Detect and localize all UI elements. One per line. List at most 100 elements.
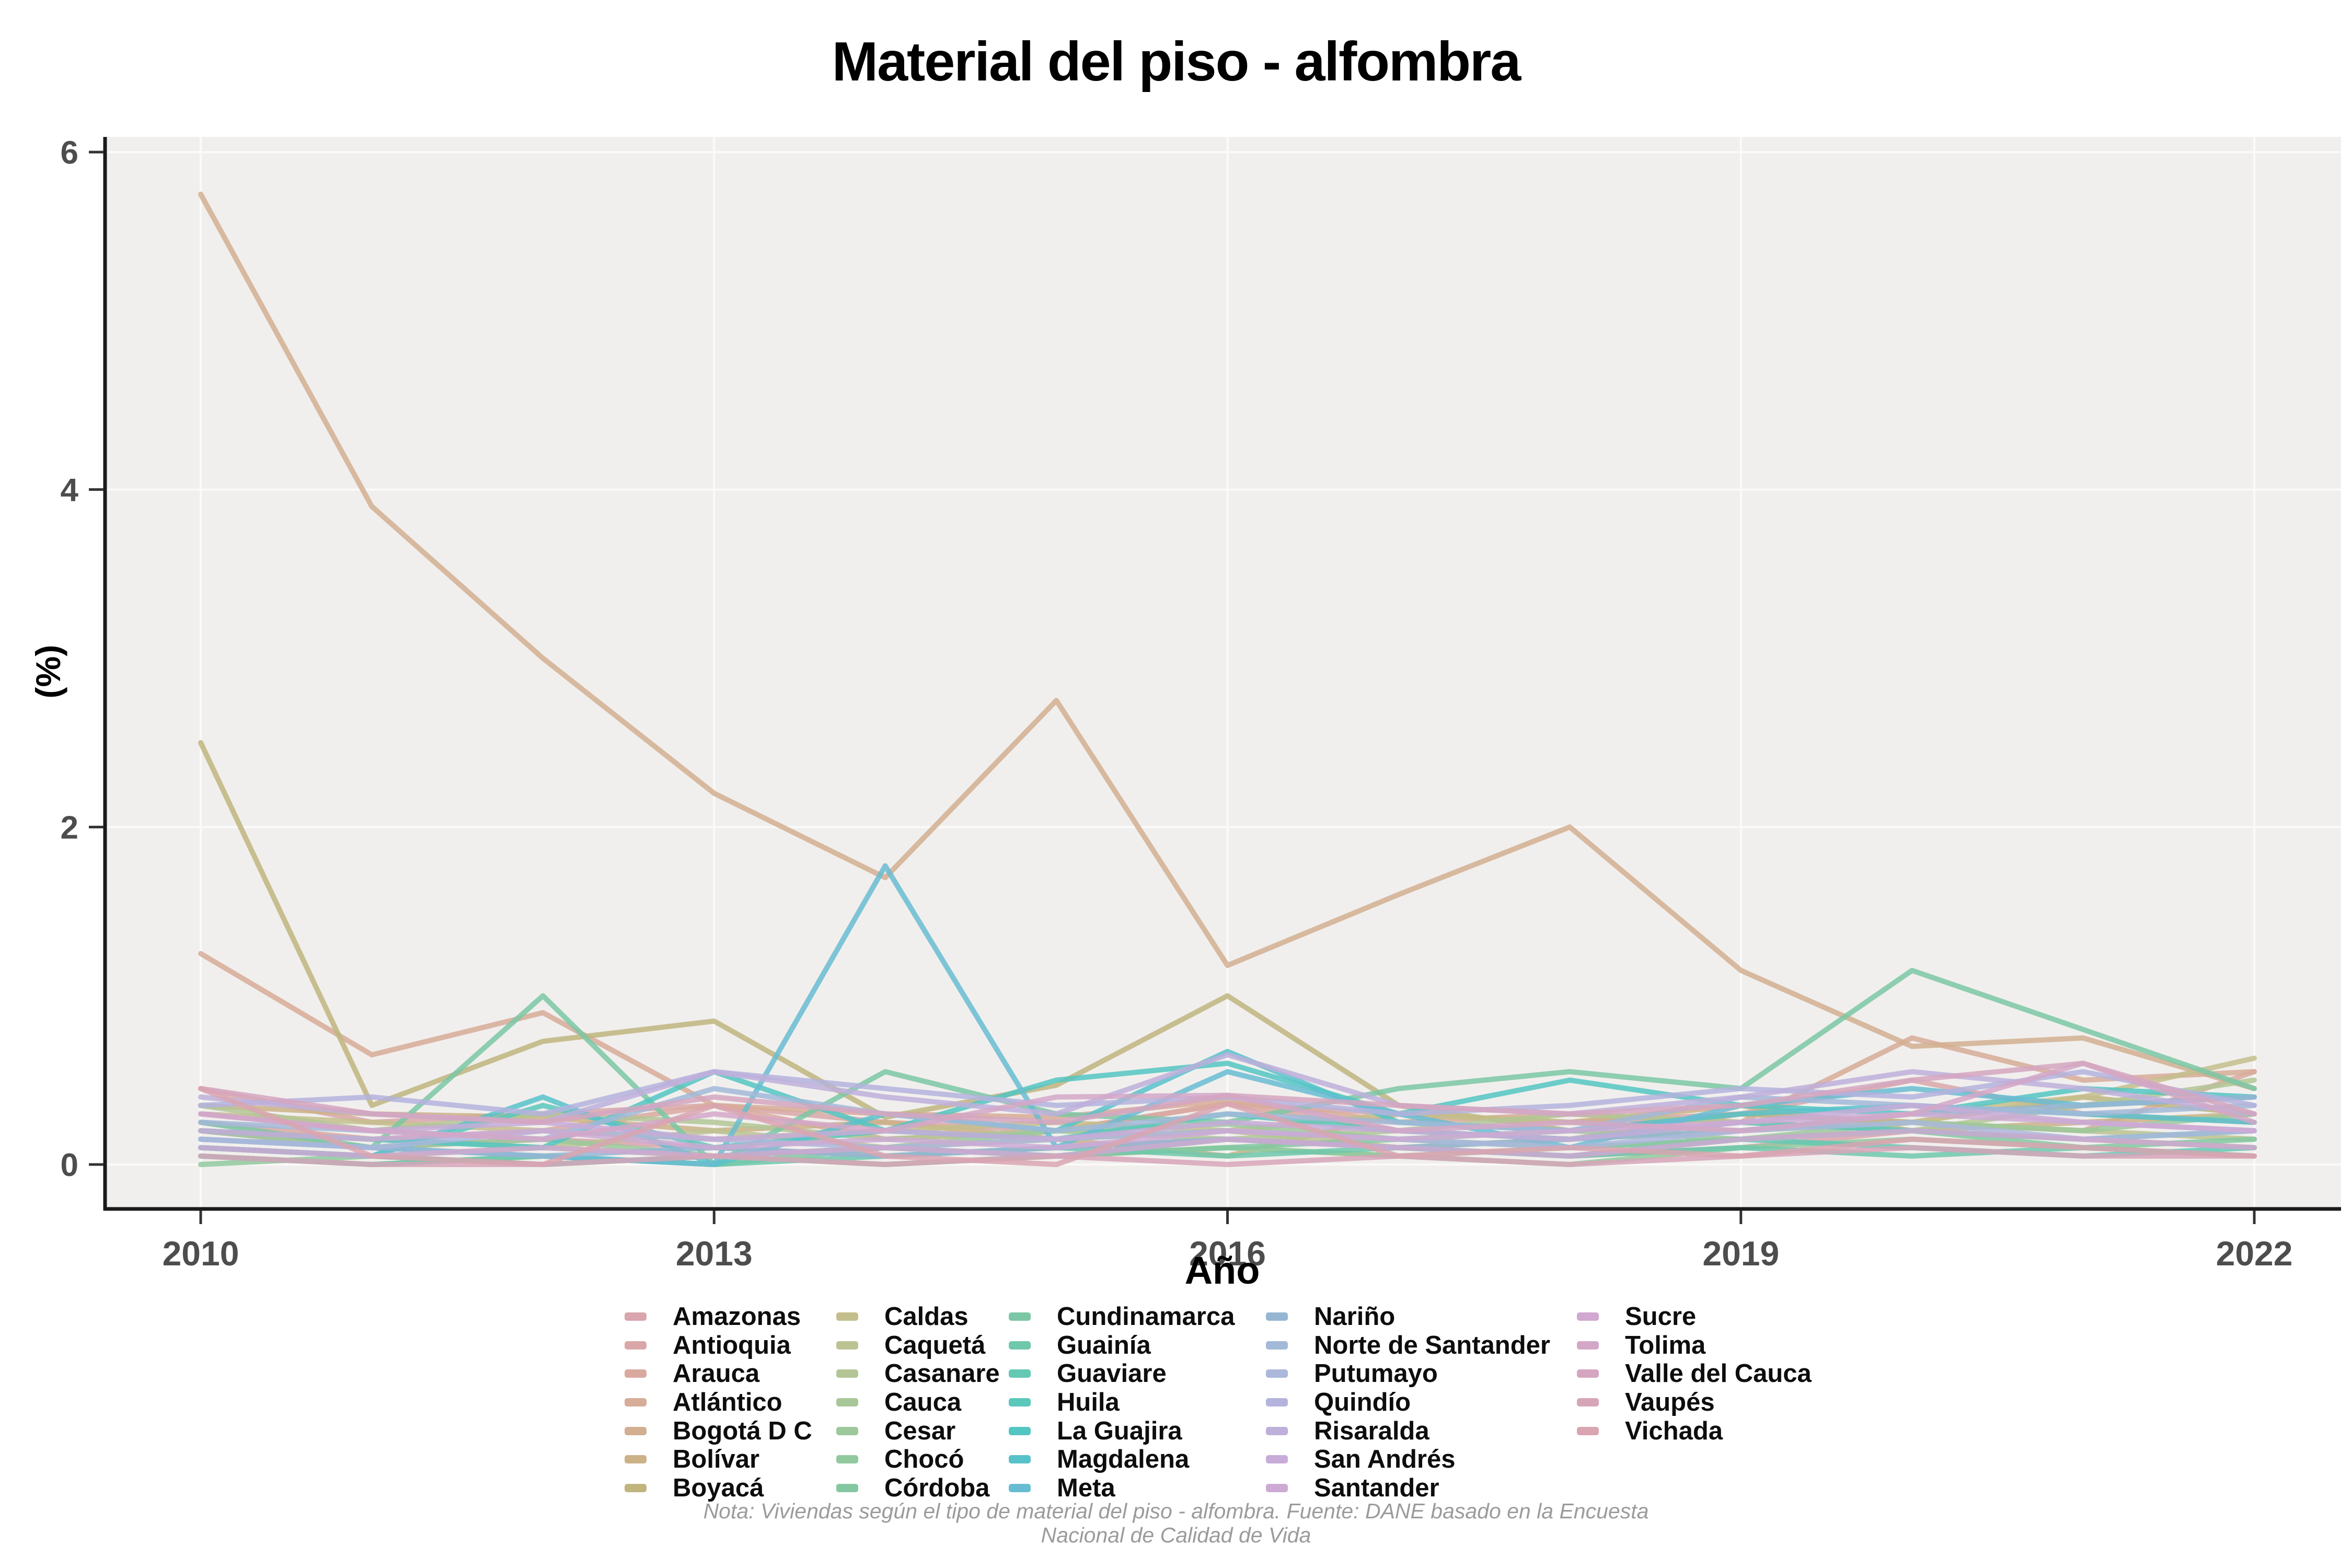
- x-tick-label: 2010: [163, 1234, 239, 1273]
- legend-key-icon: [1009, 1341, 1031, 1350]
- legend-item-vichada: Vichada: [1577, 1416, 1812, 1445]
- legend-item-arauca: Arauca: [625, 1359, 812, 1388]
- legend-item-norte-de-santander: Norte de Santander: [1266, 1331, 1550, 1360]
- legend-item-caquetá: Caquetá: [836, 1331, 1000, 1360]
- legend-column-5: Sucre Tolima Valle del Cauca Vaupés Vichada: [1577, 1302, 1812, 1445]
- y-tick-label: 4: [61, 472, 79, 509]
- legend-item-amazonas: Amazonas: [625, 1302, 812, 1331]
- legend-key-icon: [1577, 1312, 1599, 1321]
- legend-label: Chocó: [884, 1445, 964, 1474]
- legend-item-quindío: Quindío: [1266, 1388, 1550, 1417]
- x-tick-label: 2022: [2216, 1234, 2293, 1273]
- legend-label: Boyacá: [673, 1473, 764, 1502]
- legend-item-santander: Santander: [1266, 1474, 1550, 1503]
- legend-key-icon: [1009, 1369, 1031, 1378]
- legend-item-atlántico: Atlántico: [625, 1388, 812, 1417]
- legend-item-guaviare: Guaviare: [1009, 1359, 1235, 1388]
- legend-label: Nariño: [1314, 1302, 1396, 1331]
- legend-label: Tolima: [1625, 1331, 1706, 1359]
- legend-label: Norte de Santander: [1314, 1331, 1550, 1359]
- legend-key-icon: [1266, 1426, 1288, 1435]
- legend-item-tolima: Tolima: [1577, 1331, 1812, 1360]
- legend-key-icon: [1577, 1369, 1599, 1378]
- legend-item-putumayo: Putumayo: [1266, 1359, 1550, 1388]
- legend-label: Arauca: [673, 1359, 760, 1388]
- legend-label: Antioquia: [673, 1331, 791, 1359]
- legend-item-valle-del-cauca: Valle del Cauca: [1577, 1359, 1812, 1388]
- plot-panel: 0 2 4 6 2010 2013 2016 2019 2022: [61, 135, 2341, 1273]
- legend-item-bolívar: Bolívar: [625, 1445, 812, 1474]
- legend-key-icon: [1266, 1398, 1288, 1407]
- x-axis-title: Año: [1184, 1249, 1260, 1292]
- legend-label: Cundinamarca: [1057, 1302, 1235, 1331]
- legend-item-antioquia: Antioquia: [625, 1331, 812, 1360]
- legend-item-guainía: Guainía: [1009, 1331, 1235, 1360]
- legend-item-vaupés: Vaupés: [1577, 1388, 1812, 1417]
- legend-label: Caquetá: [884, 1331, 986, 1359]
- legend-key-icon: [1266, 1312, 1288, 1321]
- legend-key-icon: [836, 1398, 858, 1407]
- legend-item-huila: Huila: [1009, 1388, 1235, 1417]
- legend-label: Amazonas: [673, 1302, 801, 1331]
- legend-key-icon: [625, 1398, 647, 1407]
- y-tick-label: 6: [61, 135, 78, 171]
- legend-label: Bolívar: [673, 1445, 760, 1474]
- legend-label: Santander: [1314, 1473, 1439, 1502]
- legend-key-icon: [1266, 1341, 1288, 1350]
- legend-column-2: Caldas Caquetá Casanare Cauca Cesar Chocó Córd…: [836, 1302, 1000, 1502]
- legend-label: Magdalena: [1057, 1445, 1190, 1474]
- legend-key-icon: [1009, 1398, 1031, 1407]
- legend-item-la-guajira: La Guajira: [1009, 1416, 1235, 1445]
- x-tick-label: 2016: [1189, 1234, 1266, 1273]
- legend-column-3: Cundinamarca Guainía Guaviare Huila La Guaji…: [1009, 1302, 1235, 1502]
- legend-key-icon: [836, 1312, 858, 1321]
- legend-label: Vichada: [1625, 1416, 1723, 1445]
- footnote-line-2: Nacional de Calidad de Vida: [1041, 1523, 1311, 1547]
- series-line-vichada: [198, 1086, 2257, 1167]
- legend-label: Córdoba: [884, 1473, 990, 1502]
- legend-column-1: Amazonas Antioquia Arauca Atlántico Bogotá D…: [625, 1302, 812, 1502]
- legend-item-sucre: Sucre: [1577, 1302, 1812, 1331]
- series-line-atlántico: [198, 951, 2257, 1125]
- legend-item-casanare: Casanare: [836, 1359, 1000, 1388]
- y-tick-label: 0: [61, 1147, 78, 1183]
- legend-key-icon: [1577, 1426, 1599, 1435]
- legend-label: Atlántico: [673, 1388, 782, 1417]
- legend-item-san-andrés: San Andrés: [1266, 1445, 1550, 1474]
- legend-key-icon: [1009, 1455, 1031, 1464]
- plot-canvas: 0 2 4 6 2010 2013 2016 2019 2022: [61, 135, 2341, 1273]
- series-line-valle-del-cauca: [198, 1060, 2257, 1125]
- legend-item-nariño: Nariño: [1266, 1302, 1550, 1331]
- x-tick-label: 2013: [676, 1234, 753, 1273]
- legend-key-icon: [1009, 1483, 1031, 1492]
- y-axis-title: (%): [29, 644, 67, 699]
- legend-key-icon: [625, 1341, 647, 1350]
- legend-label: Meta: [1057, 1473, 1115, 1502]
- legend-label: Bogotá D C: [673, 1416, 812, 1445]
- legend-item-magdalena: Magdalena: [1009, 1445, 1235, 1474]
- series-line-sucre: [198, 1128, 2257, 1159]
- legend-item-meta: Meta: [1009, 1474, 1235, 1503]
- legend-item-cesar: Cesar: [836, 1416, 1000, 1445]
- legend-label: Casanare: [884, 1359, 1000, 1388]
- legend-label: Cauca: [884, 1388, 962, 1417]
- legend-label: San Andrés: [1314, 1445, 1456, 1474]
- legend-key-icon: [836, 1426, 858, 1435]
- legend-key-icon: [836, 1483, 858, 1492]
- legend-label: Valle del Cauca: [1625, 1359, 1812, 1388]
- legend-key-icon: [1266, 1369, 1288, 1378]
- legend-label: Putumayo: [1314, 1359, 1438, 1388]
- legend-key-icon: [836, 1369, 858, 1378]
- legend-item-chocó: Chocó: [836, 1445, 1000, 1474]
- legend-label: Guaviare: [1057, 1359, 1167, 1388]
- legend-key-icon: [625, 1426, 647, 1435]
- legend-key-icon: [625, 1369, 647, 1378]
- series-line-bogotá-d-c: [198, 191, 2257, 1091]
- legend-label: Risaralda: [1314, 1416, 1429, 1445]
- legend-key-icon: [625, 1312, 647, 1321]
- legend-label: Vaupés: [1625, 1388, 1715, 1417]
- legend-key-icon: [625, 1483, 647, 1492]
- legend-label: Cesar: [884, 1416, 956, 1445]
- legend-item-córdoba: Córdoba: [836, 1474, 1000, 1503]
